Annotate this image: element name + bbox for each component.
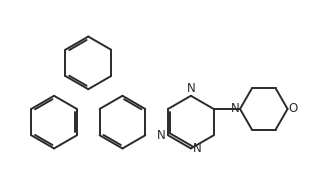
- Text: N: N: [230, 102, 239, 115]
- Text: N: N: [156, 129, 165, 142]
- Text: N: N: [193, 142, 202, 155]
- Text: O: O: [288, 102, 298, 115]
- Text: N: N: [186, 82, 195, 95]
